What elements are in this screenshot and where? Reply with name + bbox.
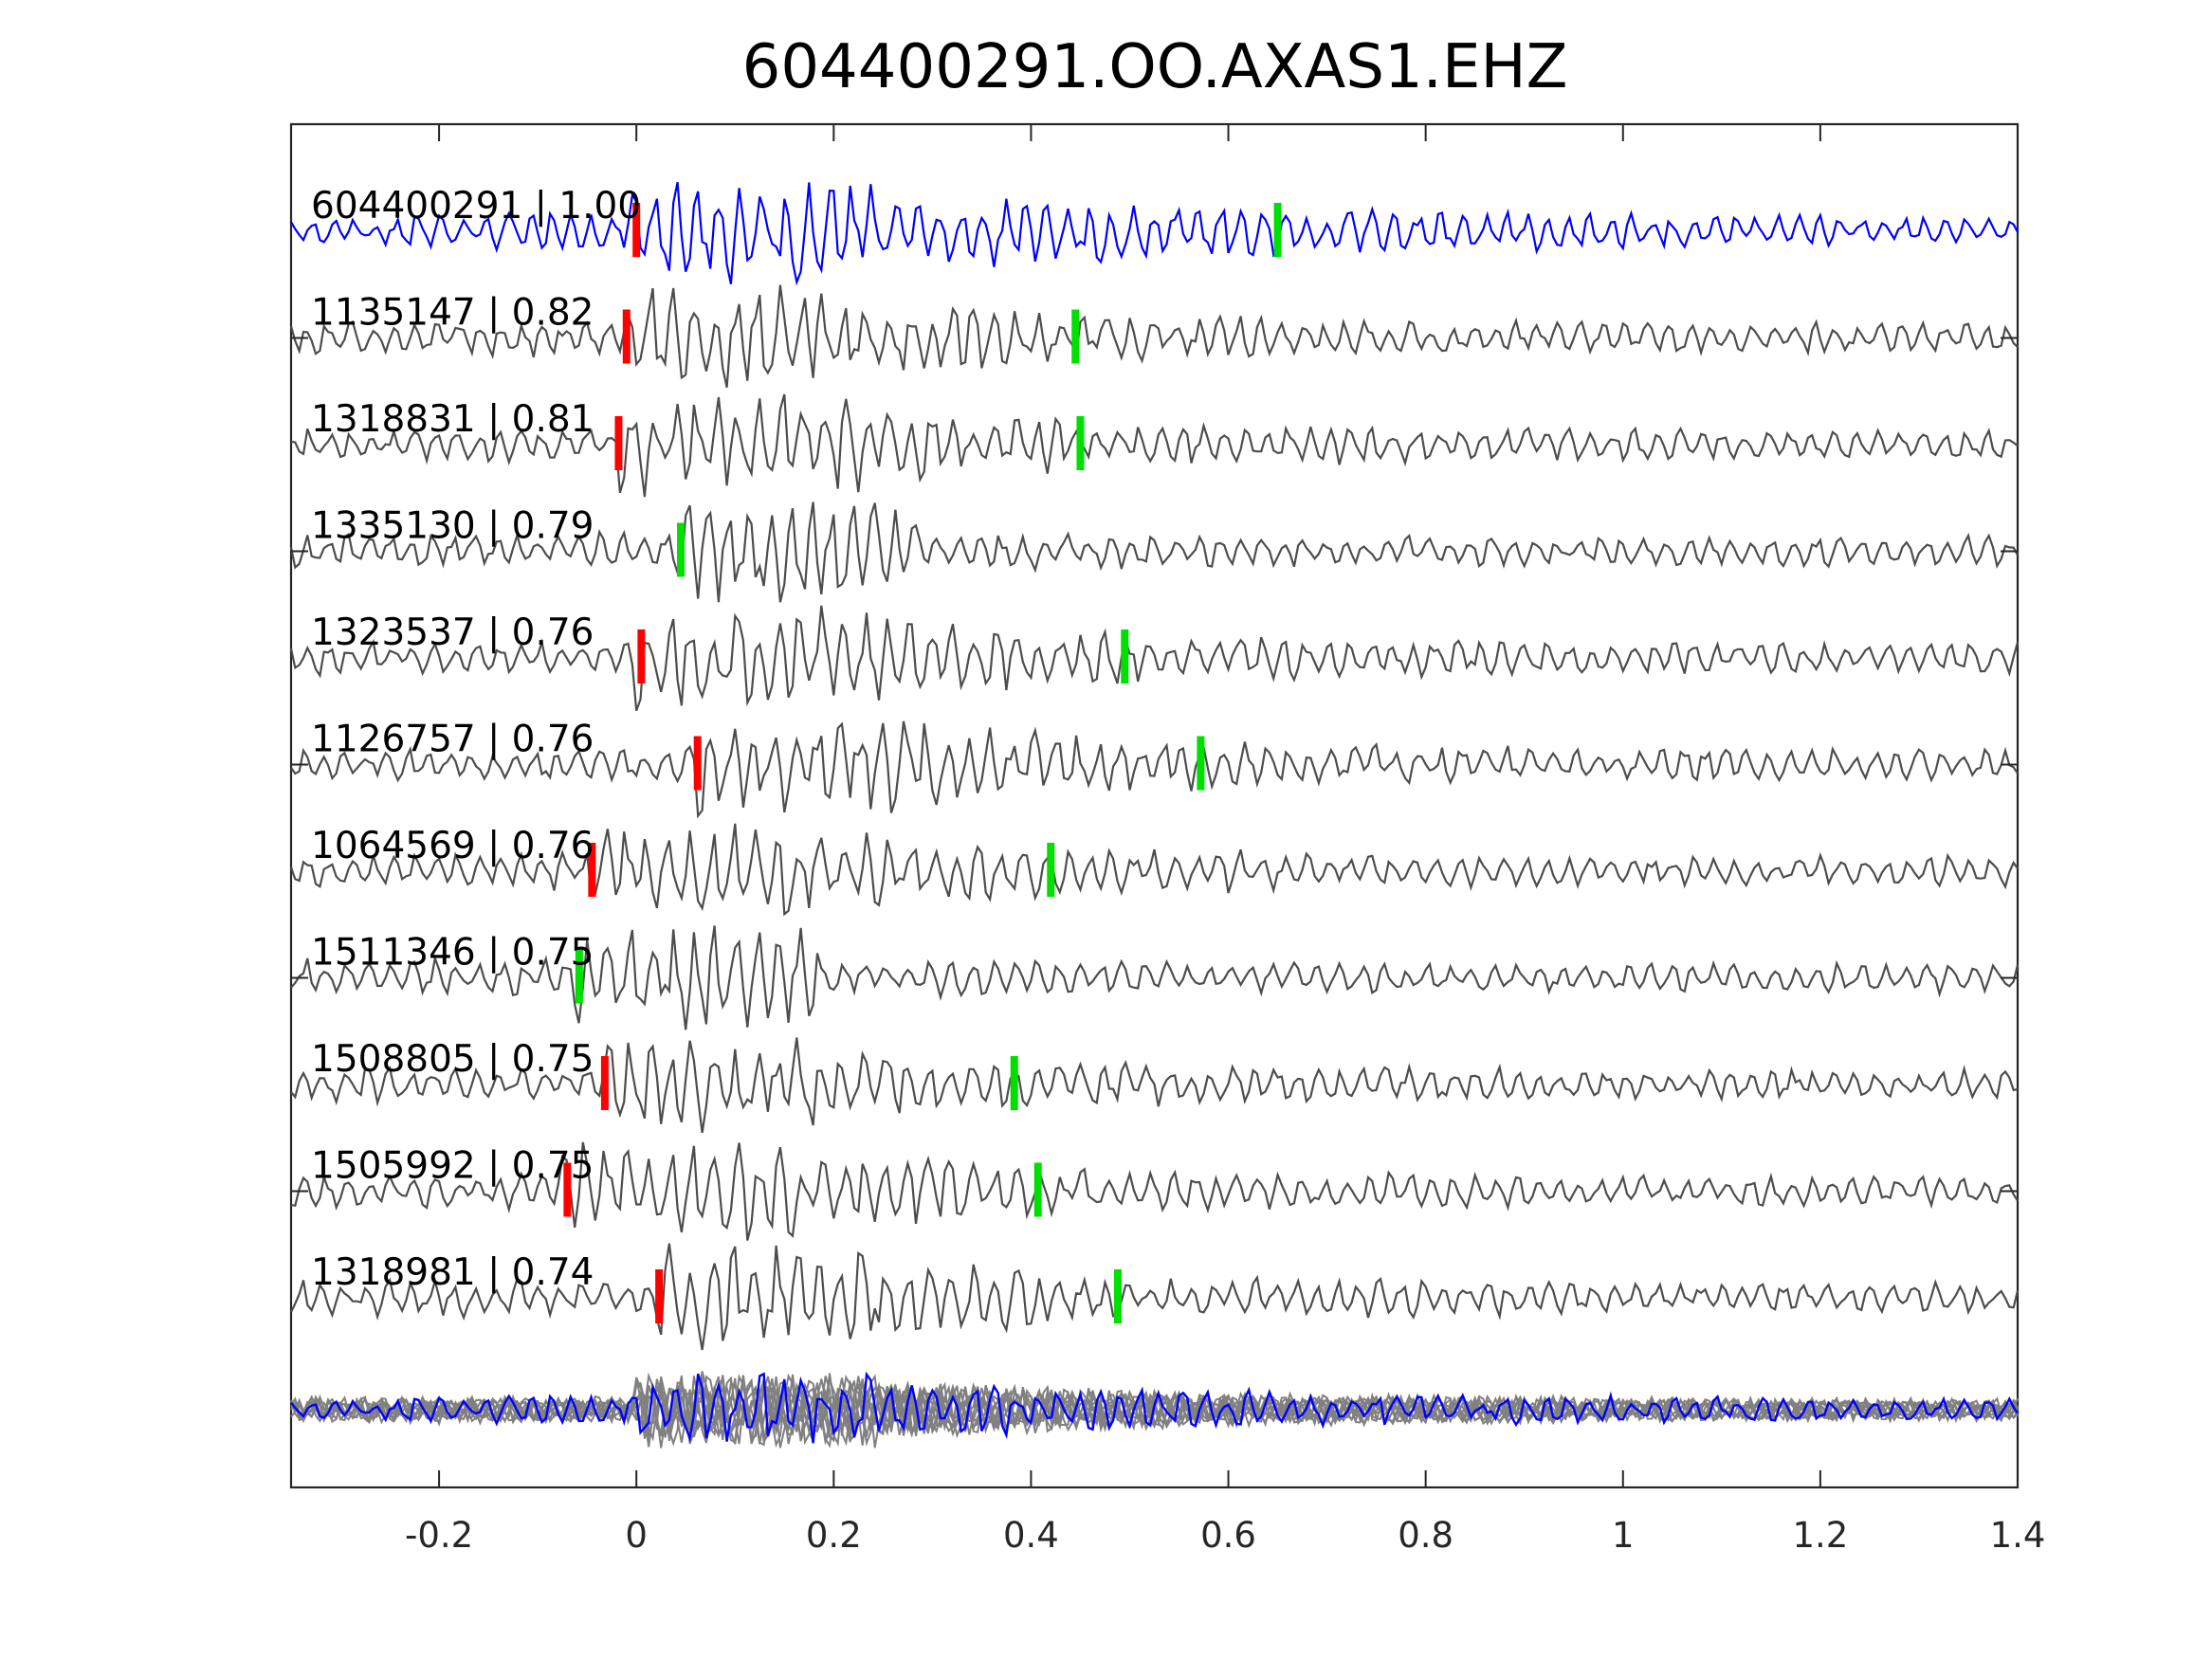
x-tick-label: 0 (625, 1515, 648, 1556)
x-tick-label: 0.6 (1200, 1515, 1256, 1556)
trace-label-604400291: 604400291 | 1.00 (311, 185, 641, 228)
trace-label-1508805: 1508805 | 0.75 (311, 1038, 594, 1081)
trace-label-1318831: 1318831 | 0.81 (311, 398, 594, 441)
trace-1511346 (290, 925, 2020, 1030)
trace-label-1511346: 1511346 | 0.75 (311, 932, 594, 975)
trace-label-1135147: 1135147 | 0.82 (311, 292, 594, 335)
trace-1126757 (290, 720, 2019, 819)
trace-label-1335130: 1335130 | 0.79 (311, 505, 594, 548)
trace-1323537 (289, 605, 2020, 711)
trace-1508805 (290, 1037, 2019, 1134)
x-tick-label: 1.4 (1990, 1515, 2046, 1556)
x-tick-label: 0.2 (806, 1515, 862, 1556)
x-tick-label: -0.2 (405, 1515, 473, 1556)
x-tick-label: 0.8 (1398, 1515, 1453, 1556)
x-tick-label: 1 (1612, 1515, 1635, 1556)
trace-label-1505992: 1505992 | 0.75 (311, 1145, 594, 1188)
trace-labels: 604400291 | 1.00 1135147 | 0.82 1318831 | … (311, 185, 641, 1294)
trace-604400291 (290, 181, 2019, 286)
phase-picks (563, 203, 1282, 1323)
chart-title: 604400291.OO.AXAS1.EHZ (742, 32, 1568, 102)
overlay-trace-1318981 (290, 1372, 2019, 1449)
x-tick-label: 1.2 (1792, 1515, 1848, 1556)
trace-1318981 (290, 1243, 2020, 1351)
trace-label-1126757: 1126757 | 0.76 (311, 719, 594, 761)
overlay-trace-reference (290, 1371, 2019, 1444)
trace-1135147 (289, 284, 2019, 389)
overlay-stack (290, 1371, 2019, 1449)
trace-label-1323537: 1323537 | 0.76 (311, 611, 594, 654)
trace-1505992 (290, 1141, 2019, 1241)
trace-1318831 (290, 393, 2019, 498)
trace-label-1064569: 1064569 | 0.76 (311, 825, 594, 867)
traces-layer (289, 181, 2020, 1351)
plot-frame (289, 122, 2020, 1489)
y-axis (291, 337, 2018, 1193)
trace-1335130 (289, 501, 2019, 603)
trace-label-1318981: 1318981 | 0.74 (311, 1251, 594, 1294)
x-axis: -0.2 0 0.2 0.4 0.6 0.8 1 1.2 1.4 (405, 124, 2045, 1556)
x-tick-label: 0.4 (1003, 1515, 1059, 1556)
trace-1064569 (289, 823, 2019, 917)
